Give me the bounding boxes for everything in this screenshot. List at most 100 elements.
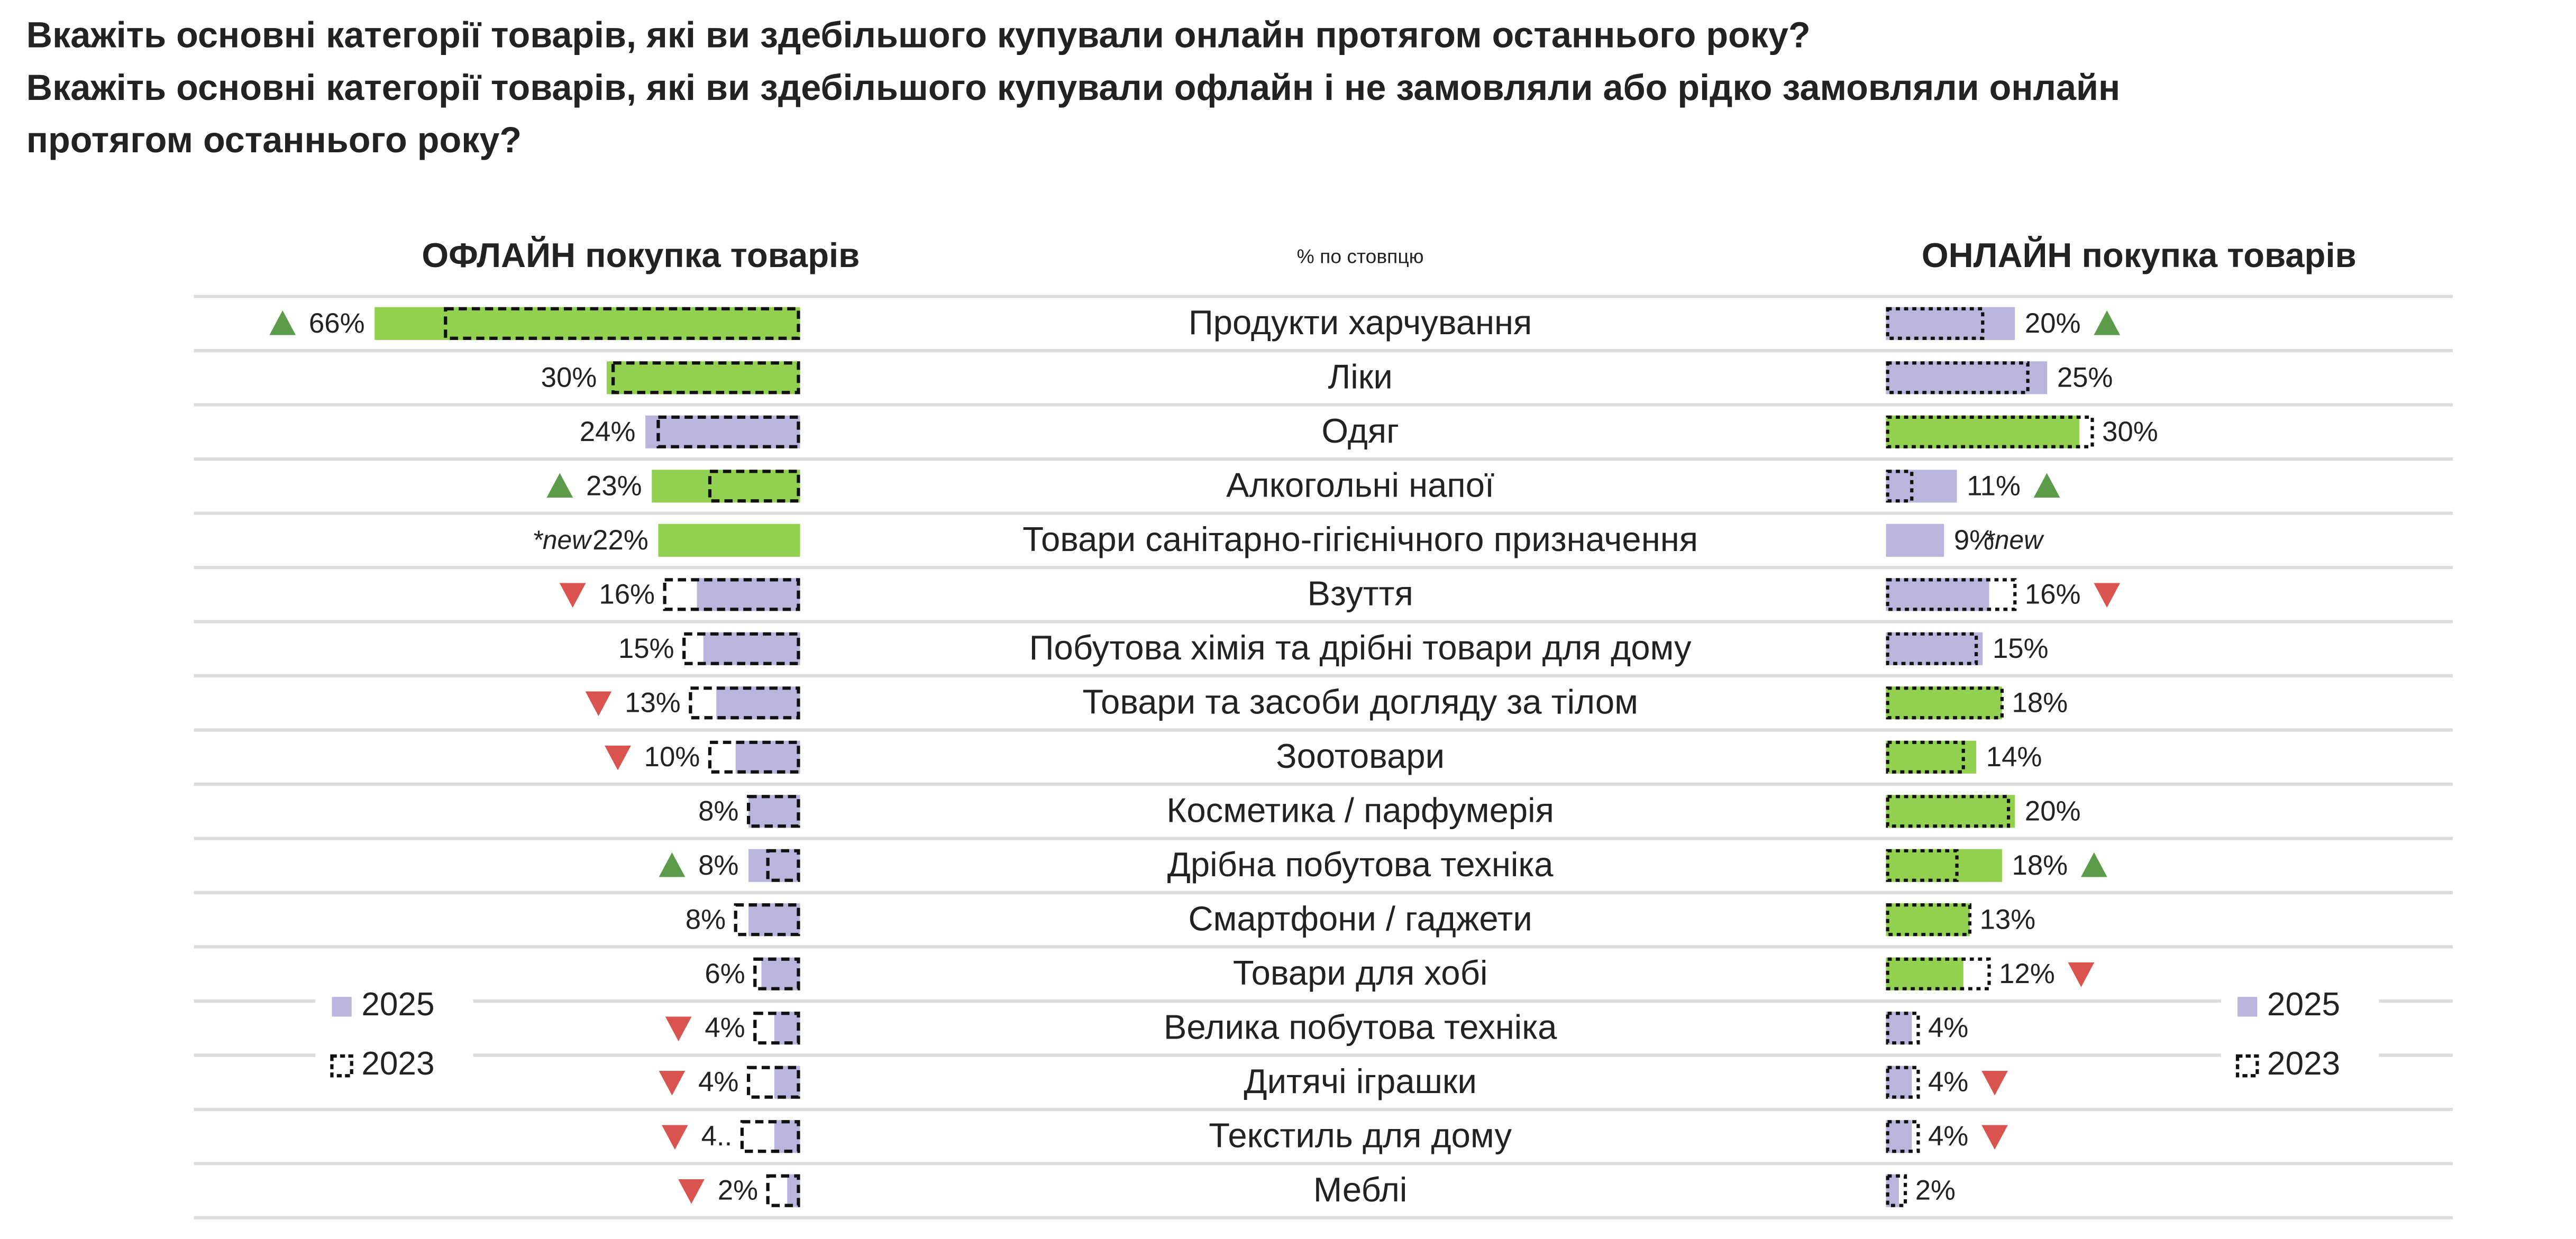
bar-2025 (716, 686, 800, 720)
category-label: Одяг (1321, 411, 1399, 450)
bar-2025 (774, 1066, 800, 1099)
bar-2025 (1886, 957, 1963, 990)
bar-2025 (1886, 578, 1989, 611)
panel-title: ОНЛАЙН покупка товарів (1922, 236, 2356, 274)
bar-2023 (1886, 740, 1965, 774)
value-label: 8% (686, 904, 726, 935)
trend-up (659, 852, 686, 877)
category-label: Товари санітарно-гігієнічного призначенн… (1022, 520, 1698, 558)
bar-2023 (611, 361, 800, 394)
bar-2025 (1886, 795, 2015, 828)
value-label: 2% (1915, 1175, 1956, 1206)
value-label: 13% (1980, 904, 2036, 935)
value-label: 16% (2025, 579, 2081, 610)
value-label: 25% (2057, 362, 2113, 393)
trend-down (1981, 1125, 2008, 1150)
title-line: Вкажіть основні категорії товарів, які в… (26, 15, 1811, 55)
bar-2025 (1886, 1066, 1912, 1099)
bar-2025 (1886, 415, 2080, 448)
value-label: 20% (2025, 308, 2081, 339)
trend-up (2081, 852, 2107, 877)
bar-2023 (1886, 361, 2030, 394)
trend-down (585, 691, 612, 717)
bar-2023 (1886, 632, 1978, 665)
value-label: 4% (705, 1012, 745, 1043)
category-label: Меблі (1313, 1170, 1408, 1209)
legend-label: 2023 (2267, 1045, 2340, 1082)
bar-2023 (766, 849, 800, 882)
legend-swatch-2023 (2236, 1054, 2259, 1078)
bar-2025 (658, 524, 800, 557)
value-label: 6% (705, 958, 745, 989)
bar-2023 (740, 1120, 800, 1153)
bar-2025 (1886, 686, 2002, 720)
bar-2025 (1886, 470, 1957, 503)
category-label: Побутова хімія та дрібні товари для дому (1029, 628, 1692, 667)
bar-2025 (1886, 849, 2002, 882)
trend-down (662, 1125, 688, 1150)
value-label: 4% (1928, 1012, 1968, 1043)
bar-2025 (748, 795, 800, 828)
bar-2023 (1886, 795, 2011, 828)
trend-down (678, 1179, 705, 1204)
trend-down (559, 583, 586, 608)
bar-2023 (444, 307, 800, 340)
value-label: 30% (2102, 416, 2158, 447)
bar-2023 (708, 470, 800, 503)
trend-down (2068, 962, 2095, 987)
title-line: Вкажіть основні категорії товарів, які в… (26, 68, 2120, 108)
bar-2025 (761, 957, 800, 990)
value-label: 16% (599, 579, 655, 610)
category-label: Продукти харчування (1189, 303, 1532, 342)
bar-2025 (645, 415, 800, 448)
legend-swatch-2025 (2237, 997, 2258, 1017)
bar-2023 (1886, 578, 2017, 611)
bar-2023 (1886, 1174, 1907, 1207)
value-label: 8% (698, 850, 738, 881)
legend-label: 2023 (361, 1045, 434, 1082)
bar-2023 (656, 415, 800, 448)
category-label: Косметика / парфумерія (1166, 791, 1554, 830)
category-label: Ліки (1328, 357, 1393, 396)
category-label: Товари для хобі (1233, 953, 1488, 992)
bar-2025 (703, 632, 800, 665)
bar-2025 (1886, 361, 2048, 394)
bar-2025 (606, 361, 800, 394)
value-label: 10% (644, 741, 700, 773)
bar-2023 (1886, 957, 1991, 990)
bar-2023 (1886, 307, 1985, 340)
bar-2023 (753, 1012, 800, 1045)
value-label: 20% (2025, 795, 2081, 827)
value-label: 4% (698, 1067, 738, 1098)
category-label: Текстиль для дому (1209, 1116, 1512, 1155)
trend-up (2094, 310, 2121, 335)
value-label: 23% (586, 470, 642, 501)
legend-swatch-2023 (330, 1054, 353, 1078)
panel-title: ОФЛАЙН покупка товарів (422, 236, 860, 274)
bar-2023 (1886, 903, 1972, 937)
new-label: *new (1984, 525, 2044, 555)
value-label: 24% (580, 416, 636, 447)
value-label: 4.. (701, 1121, 733, 1152)
value-label: 12% (1999, 958, 2055, 989)
category-label: Зоотовари (1276, 737, 1445, 775)
bar-2023 (1886, 849, 1959, 882)
value-label: 2% (718, 1175, 758, 1206)
bar-2025 (697, 578, 800, 611)
category-label: Велика побутова техніка (1164, 1008, 1557, 1047)
bar-2023 (1886, 1120, 1920, 1153)
bar-2025 (1886, 740, 1977, 774)
value-label: 4% (1928, 1121, 1968, 1152)
category-label: Смартфони / гаджети (1188, 900, 1532, 938)
bar-2025 (735, 740, 800, 774)
value-label: 8% (698, 795, 738, 827)
trend-up (269, 310, 296, 335)
legend-label: 2025 (361, 986, 434, 1023)
value-label: 4% (1928, 1067, 1968, 1098)
bar-2025 (748, 903, 800, 937)
bar-2023 (682, 632, 800, 665)
legend-swatch-2025 (332, 997, 352, 1017)
bar-2025 (652, 470, 800, 503)
value-label: 30% (541, 362, 597, 393)
category-label: Дитячі іграшки (1244, 1062, 1476, 1100)
